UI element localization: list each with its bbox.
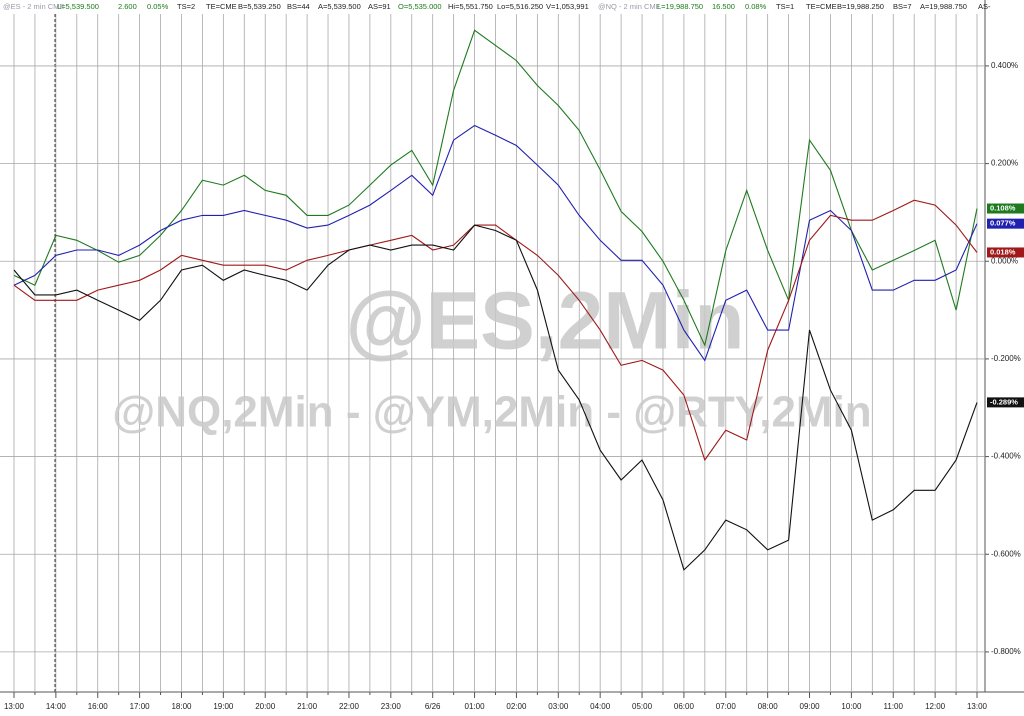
header-field: A=19,988.750: [920, 2, 967, 11]
header-field: TE=CME: [206, 2, 237, 11]
end-value-label: 0.108%: [990, 203, 1016, 212]
x-tick-label: 06:00: [674, 702, 695, 711]
header-field: @NQ - 2 min CME: [598, 2, 661, 11]
end-value-tag: [987, 247, 1024, 258]
y-tick-label: -0.400%: [991, 452, 1021, 461]
header-field: Lo=5,516.250: [497, 2, 543, 11]
x-tick-label: 07:00: [716, 702, 737, 711]
header-field: TS=2: [177, 2, 195, 11]
series-line: [13, 29, 978, 347]
end-value-tag: [987, 397, 1024, 408]
x-tick-label: 18:00: [171, 702, 192, 711]
series-line: [13, 224, 978, 571]
header-field: 16.500: [712, 2, 735, 11]
header-field: 2.600: [118, 2, 137, 11]
y-tick-label: 0.200%: [991, 159, 1018, 168]
x-tick-label: 6/26: [425, 702, 441, 711]
header-field: Hi=5,551.750: [448, 2, 493, 11]
x-tick-label: 19:00: [213, 702, 234, 711]
header-field: V=1,053,991: [546, 2, 589, 11]
x-tick-label: 08:00: [758, 702, 779, 711]
x-tick-label: 03:00: [548, 702, 569, 711]
x-tick-label: 23:00: [381, 702, 402, 711]
y-tick-label: 0.000%: [991, 256, 1018, 265]
x-tick-label: 21:00: [297, 702, 318, 711]
header-field: AS-: [978, 2, 991, 11]
header-field: TE=CME: [806, 2, 837, 11]
header-field: A=5,539.500: [318, 2, 361, 11]
x-tick-label: 13:00: [4, 702, 25, 711]
end-value-tag: [987, 218, 1024, 229]
x-tick-label: 20:00: [255, 702, 276, 711]
grid: [0, 14, 985, 692]
series-line: [13, 124, 978, 362]
x-tick-label: 02:00: [506, 702, 527, 711]
header-field: BS=44: [287, 2, 310, 11]
header-field: L=19,988.750: [657, 2, 703, 11]
header-field: @ES - 2 min CME: [3, 2, 64, 11]
header-field: BS=7: [893, 2, 912, 11]
x-tick-label: 05:00: [632, 702, 653, 711]
x-tick-label: 16:00: [88, 702, 109, 711]
header-field: 0.05%: [147, 2, 169, 11]
x-tick-label: 22:00: [339, 702, 360, 711]
header-field: AS=91: [368, 2, 391, 11]
y-tick-label: -0.600%: [991, 549, 1021, 558]
header-field: TS=1: [776, 2, 794, 11]
x-tick-label: 09:00: [800, 702, 821, 711]
x-tick-label: 14:00: [46, 702, 67, 711]
x-tick-label: 01:00: [465, 702, 486, 711]
y-tick-label: -0.800%: [991, 647, 1021, 656]
header-field: L=5,539.500: [57, 2, 99, 11]
x-tick-label: 11:00: [884, 702, 904, 711]
x-tick-label: 17:00: [130, 702, 151, 711]
end-value-label: -0.289%: [990, 397, 1018, 406]
sub-watermark: @NQ,2Min - @YM,2Min - @RTY,2Min: [112, 388, 871, 437]
end-value-label: 0.018%: [990, 247, 1016, 256]
end-value-tag: [987, 203, 1024, 214]
end-value-label: 0.077%: [990, 219, 1016, 228]
header-field: B=19,988.250: [837, 2, 884, 11]
x-tick-label: 10:00: [841, 702, 862, 711]
header-field: O=5,535.000: [398, 2, 442, 11]
x-tick-label: 12:00: [925, 702, 946, 711]
x-tick-label: 13:00: [967, 702, 988, 711]
y-tick-label: -0.200%: [991, 354, 1021, 363]
series-line: [13, 199, 978, 462]
x-tick-label: 04:00: [590, 702, 611, 711]
header-field: 0.08%: [745, 2, 767, 11]
y-tick-label: 0.400%: [991, 61, 1018, 70]
header-field: B=5,539.250: [238, 2, 281, 11]
